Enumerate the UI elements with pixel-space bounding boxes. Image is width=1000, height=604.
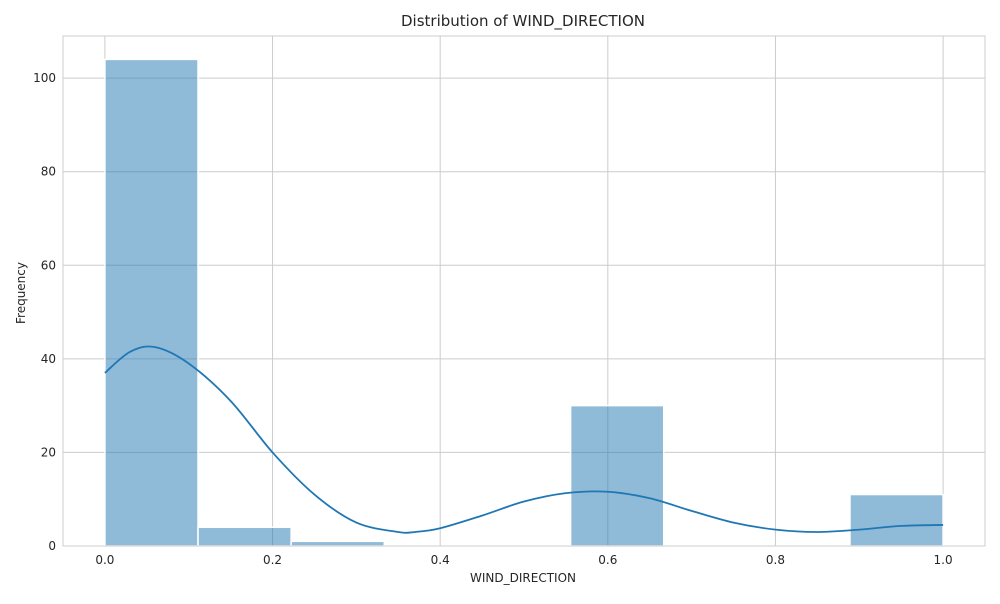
histogram-bar — [104, 58, 199, 547]
x-tick-label: 1.0 — [934, 553, 953, 567]
x-axis-label: WIND_DIRECTION — [470, 571, 576, 585]
bars-layer — [104, 58, 944, 547]
plot-frame — [62, 35, 986, 547]
x-axis-ticks: 0.0 0.2 0.4 0.6 0.8 1.0 — [95, 553, 952, 567]
y-tick-label: 0 — [48, 539, 56, 553]
histogram-bar — [197, 526, 292, 547]
y-tick-label: 20 — [41, 445, 56, 459]
chart-title: Distribution of WIND_DIRECTION — [401, 12, 645, 31]
plot-border — [62, 35, 986, 547]
x-tick-label: 0.6 — [598, 553, 617, 567]
x-tick-label: 0.2 — [263, 553, 282, 567]
y-tick-label: 40 — [41, 352, 56, 366]
histogram-bar — [569, 404, 665, 547]
kde-curve — [104, 345, 944, 534]
x-tick-label: 0.4 — [431, 553, 450, 567]
histogram-bar — [290, 540, 386, 547]
y-tick-label: 60 — [41, 258, 56, 272]
y-axis-label: Frequency — [14, 262, 28, 324]
histogram-bar — [849, 493, 944, 547]
x-tick-label: 0.0 — [95, 553, 114, 567]
grid-layer — [63, 36, 985, 547]
y-tick-label: 100 — [33, 71, 56, 85]
kde-layer — [104, 345, 944, 534]
y-axis-ticks: 0 20 40 60 80 100 — [33, 71, 56, 553]
y-tick-label: 80 — [41, 165, 56, 179]
x-tick-label: 0.8 — [766, 553, 785, 567]
